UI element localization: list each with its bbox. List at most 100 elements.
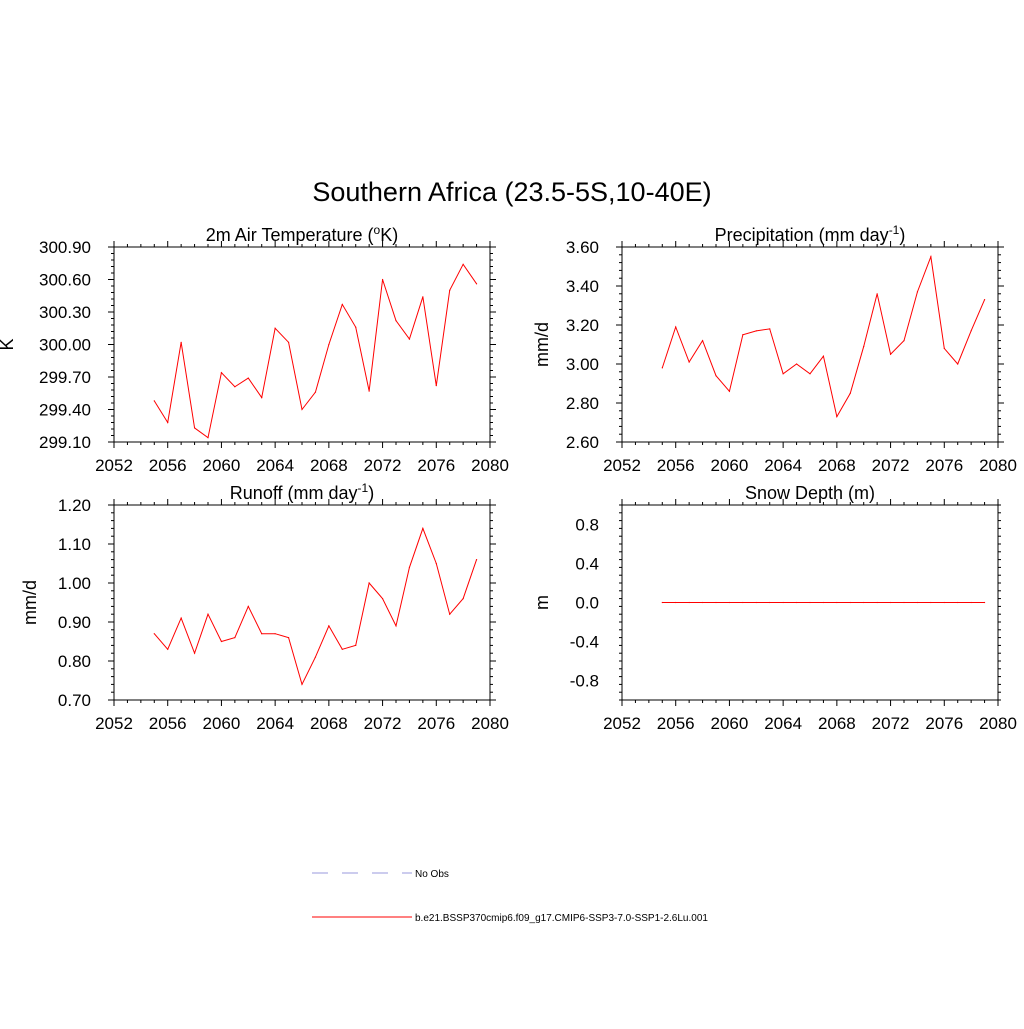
y-tick-label: 0.80 — [58, 652, 91, 671]
data-point — [207, 437, 209, 439]
plot-frame — [113, 246, 491, 443]
y-tick-label: 299.70 — [39, 368, 91, 387]
panel-title: Precipitation (mm day-1) — [715, 223, 906, 245]
x-tick-label: 2052 — [603, 714, 641, 733]
x-tick-label: 2072 — [872, 456, 910, 475]
y-tick-label: 1.00 — [58, 574, 91, 593]
data-point — [368, 390, 370, 392]
data-point — [782, 373, 784, 375]
x-tick-label: 2068 — [310, 456, 348, 475]
data-point — [983, 601, 986, 604]
data-point — [863, 345, 865, 348]
data-point — [889, 601, 892, 604]
data-point — [822, 601, 825, 604]
x-tick-label: 2076 — [925, 714, 963, 733]
data-point — [769, 328, 771, 330]
data-point — [422, 296, 424, 298]
x-tick-label: 2060 — [203, 714, 241, 733]
data-point — [715, 375, 717, 377]
data-point — [675, 326, 677, 328]
data-point — [408, 338, 411, 340]
figure-title: Southern Africa (23.5-5S,10-40E) — [312, 177, 711, 207]
x-tick-label: 2068 — [310, 714, 348, 733]
data-point — [220, 372, 223, 374]
y-tick-label: 2.80 — [566, 394, 599, 413]
series-points — [153, 263, 478, 439]
x-ticks — [113, 241, 491, 448]
legend-label: No Obs — [415, 869, 449, 880]
panel-3: 2052 2056 2060 2064 2068 2072 2076 2080 0.70 0.80… — [20, 481, 509, 733]
data-point — [916, 291, 919, 293]
data-point — [180, 617, 182, 619]
data-point — [355, 326, 357, 328]
y-tick-label: 3.00 — [566, 355, 599, 374]
x-tick-label: 2076 — [417, 714, 455, 733]
data-point — [943, 347, 945, 349]
x-tick-label: 2060 — [203, 456, 241, 475]
y-ticks — [108, 246, 496, 443]
panel-title-text: Snow Depth (m) — [745, 483, 875, 503]
data-point — [876, 601, 878, 604]
x-ticks — [621, 499, 999, 706]
data-point — [449, 613, 451, 615]
data-point — [274, 633, 276, 635]
data-point — [180, 341, 182, 343]
series-line — [153, 263, 477, 439]
x-tick-label: 2056 — [657, 714, 695, 733]
y-tick-label: 0.0 — [575, 594, 599, 613]
data-point — [167, 421, 169, 424]
x-tick-label: 2056 — [149, 714, 187, 733]
data-point — [876, 293, 878, 295]
legend-label: b.e21.BSSP370cmip6.f09_g17.CMIP6-SSP3-7.… — [415, 913, 708, 924]
data-point — [341, 648, 343, 650]
series-points — [661, 601, 986, 604]
data-point — [314, 656, 317, 658]
y-ticks — [616, 246, 1004, 443]
data-point — [889, 353, 892, 355]
x-tick-label: 2072 — [364, 456, 402, 475]
data-point — [849, 601, 851, 604]
series-line — [661, 254, 986, 419]
y-tick-label: 300.90 — [39, 238, 91, 257]
data-point — [661, 367, 663, 369]
x-tick-label: 2052 — [603, 456, 641, 475]
x-tick-label: 2060 — [711, 456, 749, 475]
data-point — [822, 355, 825, 357]
series-points — [153, 527, 478, 686]
series-line — [153, 526, 478, 686]
data-point — [287, 341, 290, 343]
x-tick-label: 2056 — [657, 456, 695, 475]
panel-1: 2052 2056 2060 2064 2068 2072 2076 2080 299.10 29… — [0, 223, 509, 475]
x-tick-label: 2076 — [925, 456, 963, 475]
data-point — [688, 601, 690, 604]
data-point — [863, 601, 865, 604]
data-point — [728, 601, 731, 604]
y-axis-label: mm/d — [532, 322, 552, 367]
x-tick-label: 2064 — [764, 714, 802, 733]
data-point — [755, 330, 757, 332]
y-tick-label: 3.40 — [566, 277, 599, 296]
data-point — [715, 601, 717, 604]
data-point — [153, 400, 155, 402]
x-tick-label: 2068 — [818, 714, 856, 733]
y-tick-label: 300.30 — [39, 303, 91, 322]
panel-4: 2052 2056 2060 2064 2068 2072 2076 2080 -0.8 -0.4… — [532, 483, 1017, 733]
data-point — [247, 377, 249, 379]
data-point — [903, 340, 905, 342]
y-ticks — [108, 504, 496, 701]
data-point — [462, 598, 464, 600]
data-point — [247, 605, 249, 608]
x-ticks — [621, 241, 999, 448]
data-point — [849, 392, 851, 394]
data-point — [795, 601, 798, 604]
data-point — [836, 601, 838, 604]
data-point — [809, 601, 811, 604]
x-tick-label: 2064 — [764, 456, 802, 475]
data-point — [675, 601, 677, 604]
data-point — [809, 373, 811, 375]
data-point — [301, 683, 303, 686]
data-point — [836, 416, 838, 418]
data-point — [449, 289, 451, 291]
y-tick-label: 0.90 — [58, 613, 91, 632]
legend-entry: No Obs — [312, 869, 449, 880]
